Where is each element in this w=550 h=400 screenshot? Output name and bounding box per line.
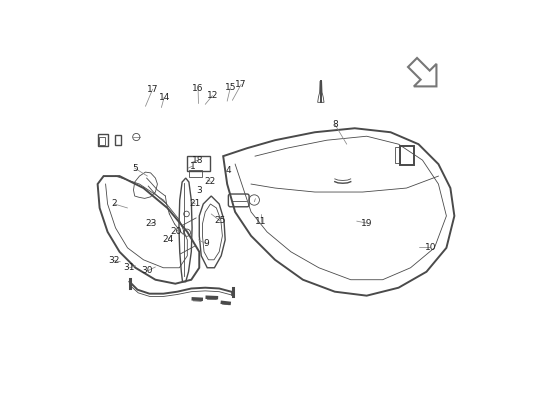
Text: 4: 4 xyxy=(225,166,231,175)
Text: 18: 18 xyxy=(192,156,204,165)
Text: 3: 3 xyxy=(196,186,202,194)
Text: 19: 19 xyxy=(361,219,372,228)
Bar xyxy=(400,146,414,165)
Text: 17: 17 xyxy=(147,85,158,94)
Text: 32: 32 xyxy=(108,256,119,265)
Text: 2: 2 xyxy=(112,200,117,208)
Text: 21: 21 xyxy=(190,200,201,208)
Bar xyxy=(97,134,108,146)
Text: 1: 1 xyxy=(190,162,195,171)
Text: i: i xyxy=(254,198,255,203)
Text: 16: 16 xyxy=(192,84,204,93)
Text: 5: 5 xyxy=(132,164,138,173)
Text: 22: 22 xyxy=(205,177,216,186)
Bar xyxy=(99,137,105,144)
Text: 9: 9 xyxy=(204,239,210,248)
Text: 25: 25 xyxy=(214,216,225,225)
Text: 10: 10 xyxy=(425,242,436,252)
Bar xyxy=(189,170,202,177)
Text: 12: 12 xyxy=(207,91,218,100)
Text: 30: 30 xyxy=(142,266,153,276)
Bar xyxy=(186,156,210,171)
Text: 15: 15 xyxy=(224,83,236,92)
Text: 24: 24 xyxy=(163,234,174,244)
Text: 20: 20 xyxy=(170,226,182,236)
Text: 14: 14 xyxy=(158,93,170,102)
Bar xyxy=(394,147,400,163)
Text: 8: 8 xyxy=(332,120,338,129)
Bar xyxy=(115,136,121,145)
Text: 11: 11 xyxy=(255,218,267,226)
Text: 23: 23 xyxy=(145,220,156,228)
Text: 17: 17 xyxy=(235,80,247,89)
Text: 31: 31 xyxy=(124,263,135,272)
